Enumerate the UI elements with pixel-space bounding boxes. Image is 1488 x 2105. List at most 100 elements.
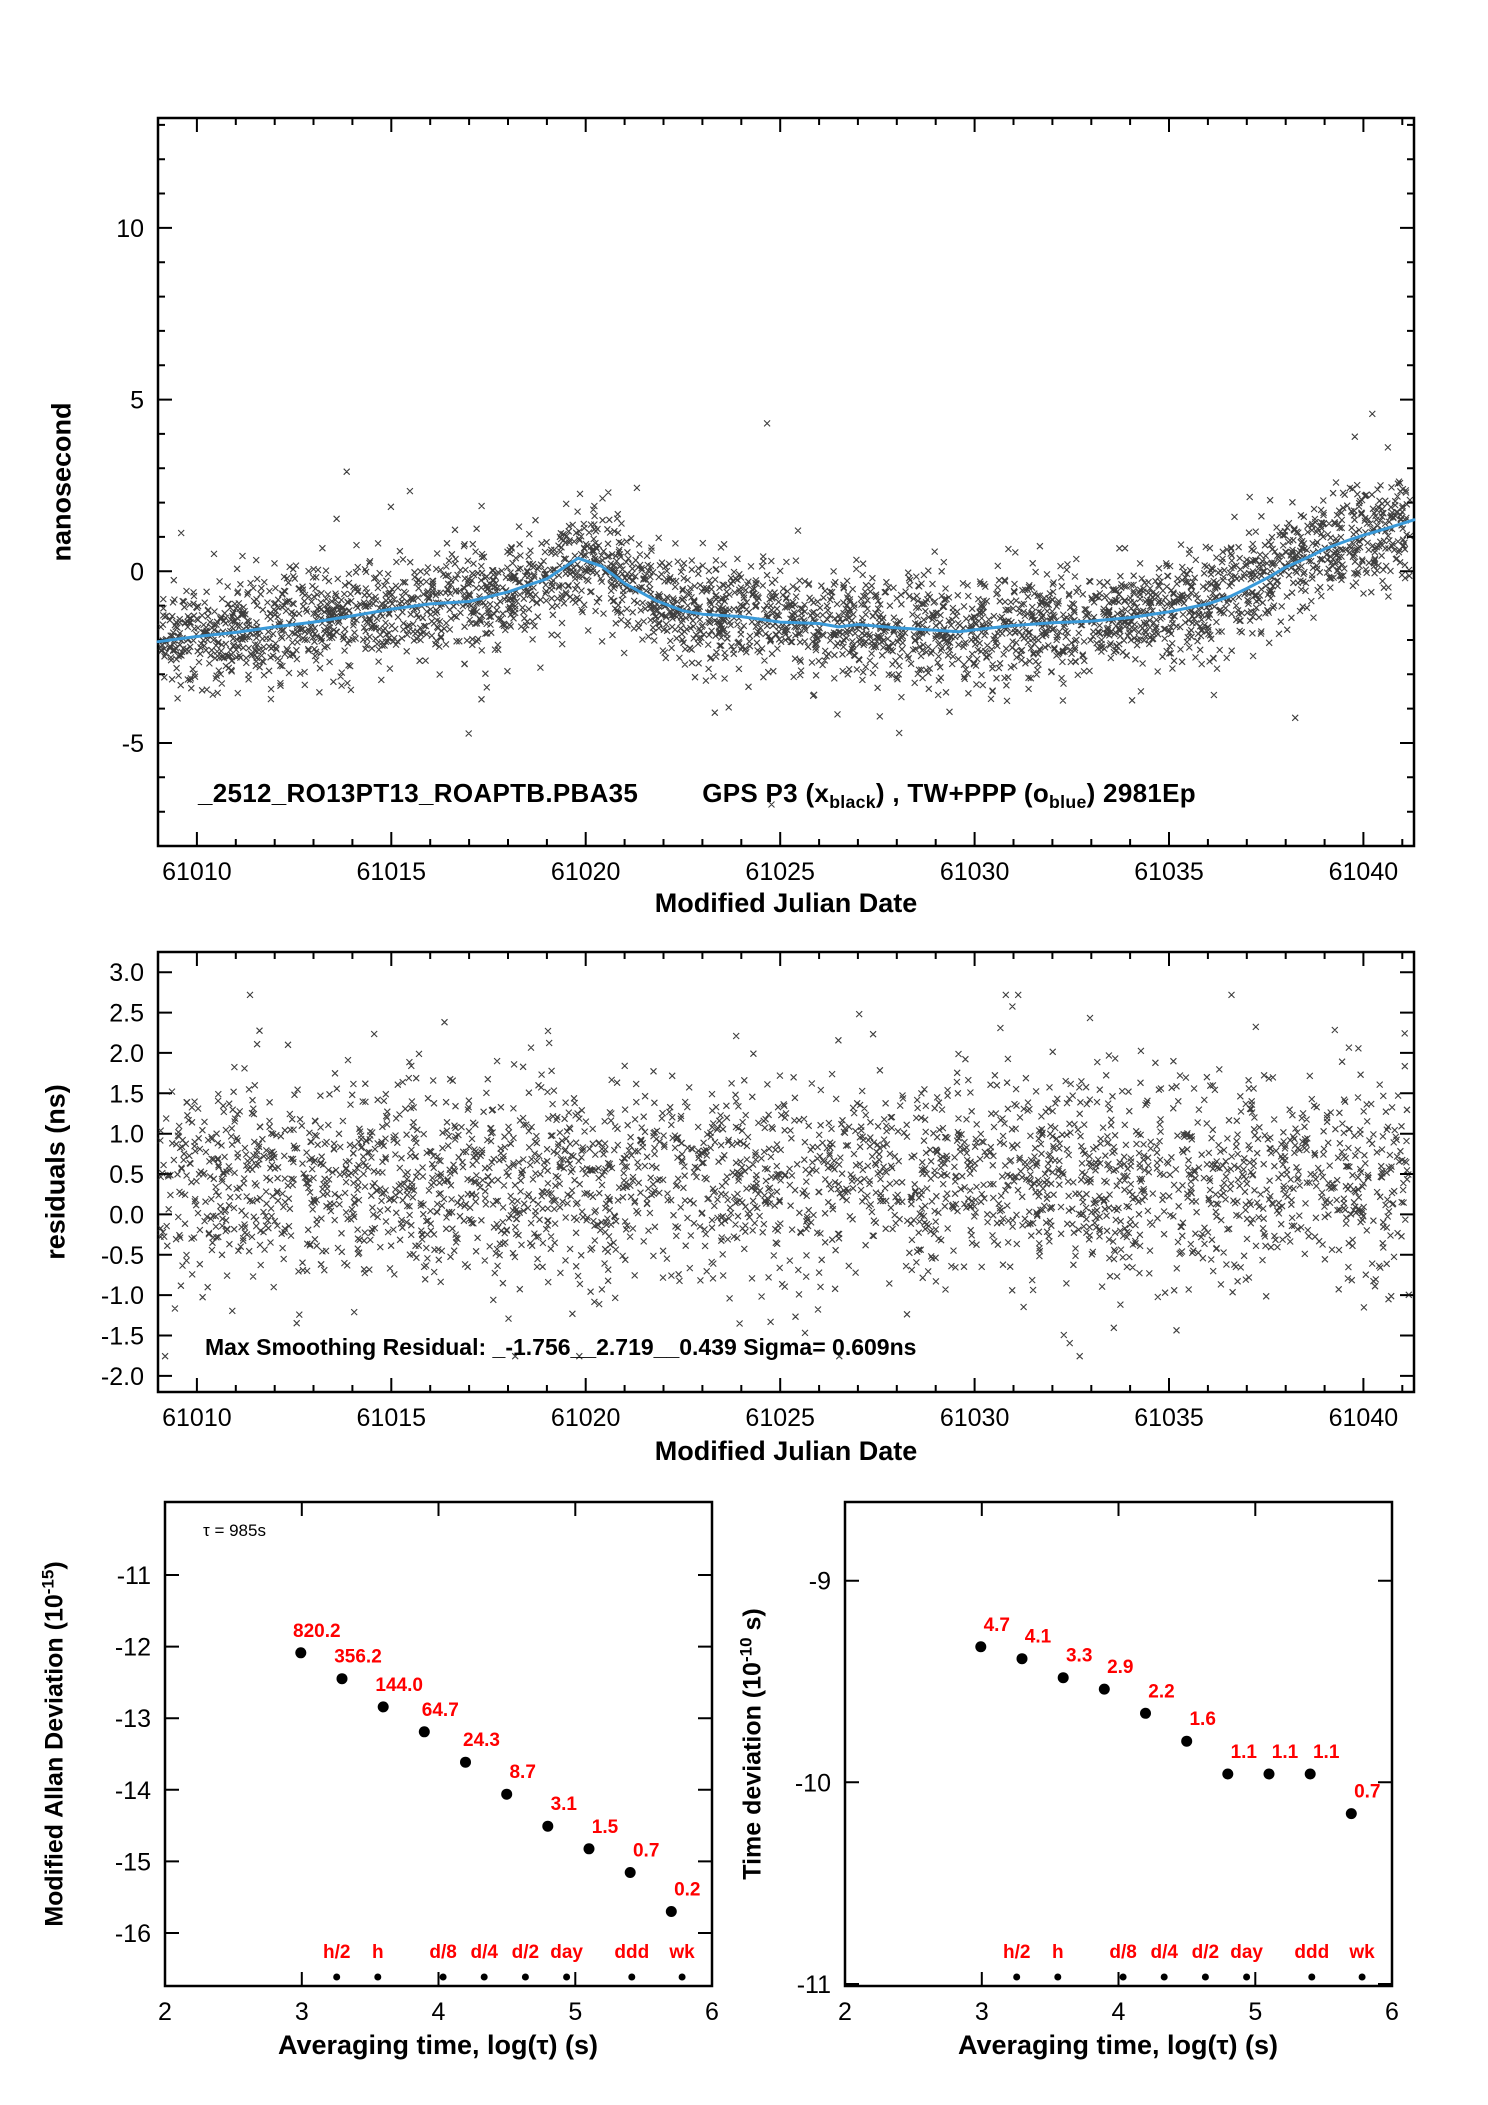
time-marker-label: d/4 (470, 1942, 498, 1963)
legend-tw-label: ) , TW+PPP (o (875, 778, 1050, 808)
bl-tick-marks (164, 1502, 713, 1986)
x-tick-label: 61015 (357, 1404, 427, 1432)
x-tick-label: 61035 (1134, 1404, 1204, 1432)
y-tick-label: -10 (795, 1769, 831, 1797)
value-label: 0.7 (633, 1841, 659, 1862)
tdev-ylabel-exponent: -10 (736, 1637, 756, 1663)
x-tick-label: 61030 (940, 1404, 1010, 1432)
x-tick-label: 61030 (940, 858, 1010, 886)
mdev-ylabel-text: Modified Allan Deviation (10 (40, 1594, 69, 1927)
top-frame (156, 116, 1416, 848)
mdev-ylabel-exponent: -15 (38, 1569, 58, 1595)
br-x-tick-labels: 2 3 4 5 6 (838, 1998, 1399, 2026)
bl-x-tick-labels: 2 3 4 5 6 (158, 1998, 719, 2026)
x-tick-label: 61020 (551, 858, 621, 886)
br-axes: 2 3 4 5 6 -11 -10 -9 (795, 1500, 1399, 2026)
y-tick-label: -2.0 (101, 1363, 144, 1391)
bl-axes: 2 3 4 5 6 -16 -15 -14 -13 -12 -11 (115, 1500, 719, 2026)
legend-tw-sub: blue (1049, 792, 1087, 813)
value-label: 4.1 (1025, 1627, 1052, 1648)
x-tick-label: 6 (705, 1998, 719, 2026)
mdev-y-axis-label: Modified Allan Deviation (10-15) (38, 1561, 69, 1926)
x-tick-label: 5 (1248, 1998, 1262, 2026)
legend-gps-sub: black (829, 792, 876, 813)
time-marker-label: day (1230, 1942, 1263, 1963)
value-label: 356.2 (334, 1647, 382, 1668)
time-marker-dot (678, 1973, 686, 1981)
time-marker-dot (1160, 1973, 1168, 1981)
x-tick-label: 2 (158, 1998, 172, 2026)
mid-scatter-points (156, 991, 1413, 1360)
tdev-ylabel-close: s) (738, 1608, 767, 1638)
data-point (624, 1867, 636, 1878)
time-marker-dot (374, 1973, 382, 1981)
mid-axes: 61010 61015 61020 61025 61030 61035 61040-2.0-… (101, 950, 1416, 1432)
bl-time-marker-dots (333, 1973, 686, 1981)
value-label: 24.3 (463, 1730, 500, 1751)
mid-frame (156, 950, 1416, 1394)
x-tick-label: 61015 (357, 858, 427, 886)
value-label: 1.5 (592, 1817, 619, 1838)
value-label: 0.7 (1354, 1782, 1380, 1803)
br-y-tick-labels: -11 -10 -9 (795, 1568, 831, 1999)
tau-annotation: τ = 985s (203, 1521, 266, 1540)
br-data-points (975, 1641, 1357, 1820)
value-label: 1.6 (1189, 1709, 1215, 1730)
y-tick-label: 1.5 (109, 1080, 144, 1108)
data-point (295, 1647, 307, 1659)
x-tick-label: 5 (568, 1998, 582, 2026)
top-scatter-points (157, 410, 1414, 808)
y-tick-label: -11 (797, 1971, 831, 1999)
time-marker-label: d/4 (1150, 1942, 1178, 1963)
time-marker-label: day (550, 1942, 583, 1963)
y-tick-label: -16 (115, 1920, 151, 1948)
y-tick-label: -1.5 (101, 1323, 144, 1351)
time-marker-dot (1013, 1973, 1021, 1981)
time-marker-dot (1119, 1973, 1127, 1981)
residual-stats-annotation: Max Smoothing Residual: _-1.756__2.719__… (205, 1334, 917, 1360)
time-marker-label: h (1052, 1942, 1064, 1963)
y-tick-label: 10 (116, 215, 144, 243)
dataset-id: _2512_RO13PT13_ROAPTB.PBA35 (198, 778, 639, 808)
data-point (501, 1788, 513, 1800)
y-tick-label: -15 (115, 1848, 151, 1876)
br-frame (843, 1500, 1394, 1988)
value-label: 0.2 (674, 1880, 700, 1901)
data-point (377, 1701, 389, 1713)
x-tick-label: 61010 (162, 858, 232, 886)
mid-y-axis-label: residuals (ns) (40, 1084, 71, 1260)
data-point (975, 1641, 987, 1653)
data-point (460, 1756, 471, 1768)
value-label: 820.2 (293, 1621, 341, 1642)
x-tick-label: 61040 (1329, 858, 1399, 886)
tdev-y-axis-label: Time deviation (10-10 s) (736, 1608, 767, 1879)
y-tick-label: 3.0 (109, 959, 144, 987)
data-point (1016, 1653, 1028, 1665)
br-time-marker-labels: h/2 h d/8 d/4 d/2 day ddd wk (1003, 1942, 1375, 1963)
time-marker-dot (1358, 1973, 1366, 1981)
x-tick-label: 4 (432, 1998, 446, 2026)
bl-value-labels: 820.2 356.2 144.0 64.724.3 8.7 3.1 1.5 0.7 0.2 (293, 1621, 700, 1901)
bl-y-tick-labels: -16 -15 -14 -13 -12 -11 (115, 1562, 151, 1948)
value-label: 3.3 (1066, 1646, 1092, 1667)
legend-gps-label: GPS P3 (x (702, 778, 830, 808)
time-marker-label: wk (1348, 1942, 1375, 1963)
time-marker-dot (1054, 1973, 1062, 1981)
time-marker-label: d/2 (512, 1942, 539, 1963)
br-time-marker-dots (1013, 1973, 1366, 1981)
y-tick-label: -13 (115, 1705, 151, 1733)
x-tick-label: 61020 (551, 1404, 621, 1432)
data-point (1345, 1808, 1357, 1820)
data-point (542, 1820, 554, 1832)
time-marker-label: h (372, 1942, 384, 1963)
data-point (665, 1906, 677, 1917)
y-tick-label: -11 (117, 1562, 151, 1590)
time-marker-dot (333, 1973, 341, 1981)
value-label: 144.0 (375, 1675, 423, 1696)
time-marker-dot (1308, 1973, 1316, 1981)
tdev-x-axis-label: Averaging time, log(τ) (s) (957, 2030, 1279, 2060)
y-tick-label: 0.0 (109, 1201, 144, 1229)
y-tick-label: 1.0 (109, 1121, 144, 1149)
